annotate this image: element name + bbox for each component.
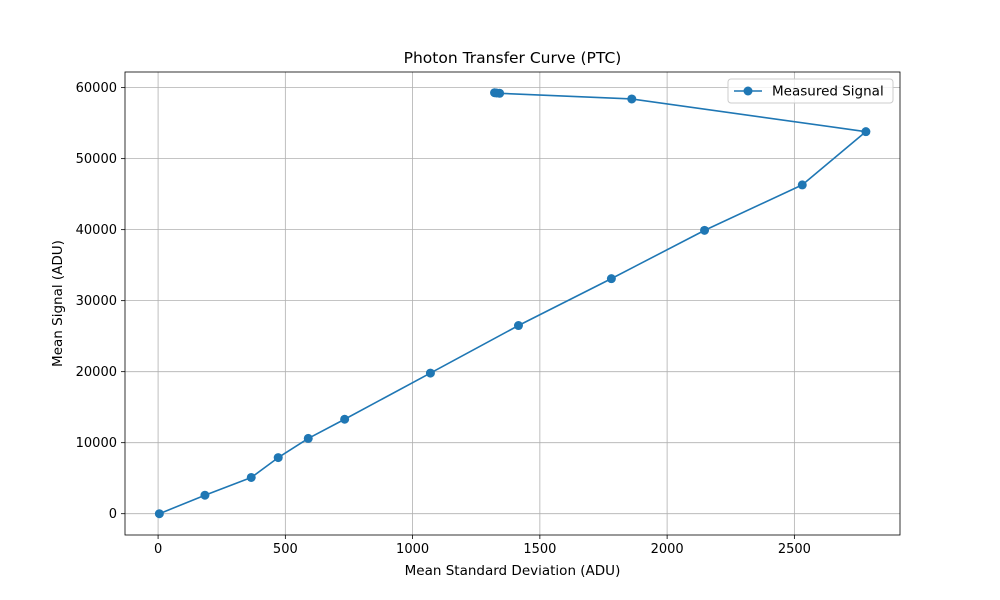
x-axis-label: Mean Standard Deviation (ADU) <box>405 563 621 579</box>
data-point <box>700 225 710 235</box>
data-point <box>861 127 871 137</box>
legend-marker-swatch <box>743 86 753 96</box>
data-point <box>490 88 500 98</box>
grid-lines <box>125 72 900 535</box>
x-tick-label: 0 <box>154 542 162 557</box>
x-tick-label: 2000 <box>651 542 684 557</box>
axes-frame <box>124 71 901 536</box>
y-tick-label: 40000 <box>76 223 117 238</box>
data-point <box>425 368 435 378</box>
data-point <box>273 453 283 463</box>
chart-title: Photon Transfer Curve (PTC) <box>404 49 622 67</box>
data-point <box>513 321 523 331</box>
data-point <box>303 433 313 443</box>
series-layer <box>154 88 871 519</box>
series-line <box>159 91 867 515</box>
data-point <box>340 414 350 424</box>
y-tick-label: 60000 <box>76 81 117 96</box>
x-tick-label: 2500 <box>778 542 811 557</box>
y-tick-label: 10000 <box>76 436 117 451</box>
y-tick-label: 20000 <box>76 365 117 380</box>
data-point <box>154 509 164 519</box>
x-tick-label: 1500 <box>523 542 556 557</box>
y-tick-label: 30000 <box>76 294 117 309</box>
y-tick-label: 50000 <box>76 152 117 167</box>
data-point <box>246 472 256 482</box>
legend-box <box>727 78 894 104</box>
data-point <box>627 94 637 104</box>
legend-label: Measured Signal <box>772 84 884 100</box>
data-point <box>797 180 807 190</box>
x-tick-label: 500 <box>273 542 298 557</box>
data-point <box>606 274 616 284</box>
legend: Measured Signal <box>727 78 894 104</box>
y-axis-label: Mean Signal (ADU) <box>50 240 66 367</box>
y-tick-label: 0 <box>109 507 117 522</box>
tick-layer: 0 500 1000 1500 2000 2500 0 10000 20000 30000 4000… <box>76 81 811 557</box>
x-tick-label: 1000 <box>396 542 429 557</box>
data-point <box>200 490 210 500</box>
